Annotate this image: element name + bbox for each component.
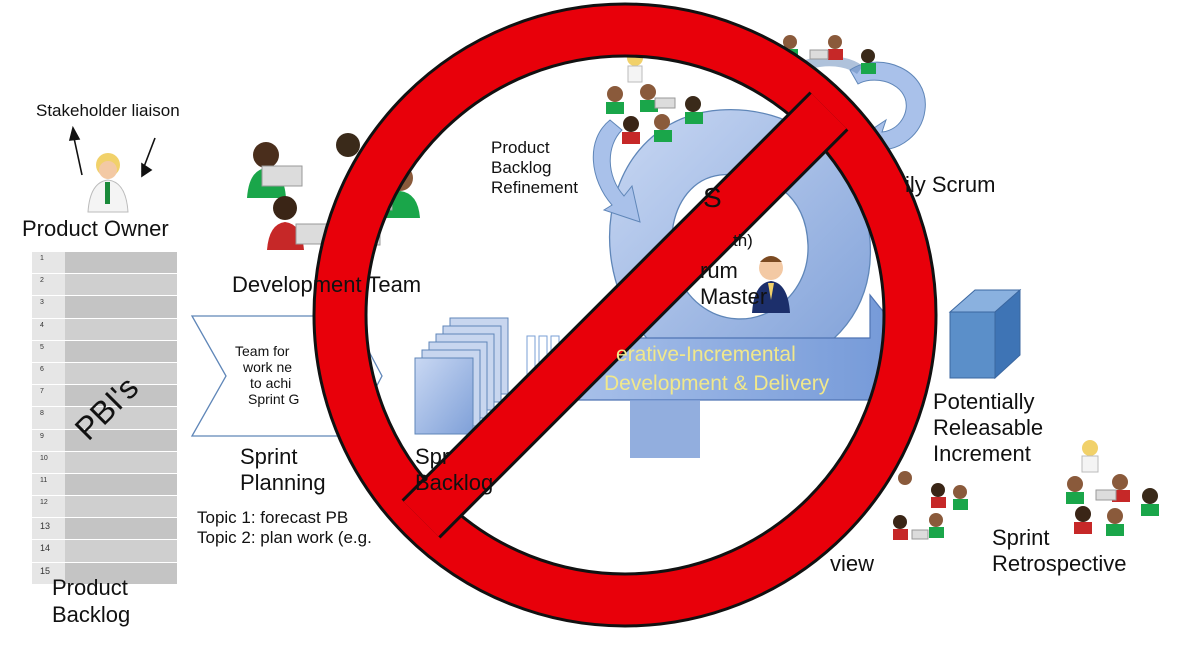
sprint-center-title: S <box>703 182 722 213</box>
sprint-review-label: view <box>830 551 875 576</box>
flow-label-1: erative-Incremental <box>616 343 796 366</box>
daily-scrum-label: ily Scrum <box>905 172 996 197</box>
backlog-row-number: 8 <box>32 407 65 429</box>
sprint-planning-label-1: Sprint <box>240 444 298 469</box>
backlog-row-number: 5 <box>32 340 65 362</box>
backlog-row-number: 7 <box>32 385 65 407</box>
development-team-label: Development Team <box>232 272 422 297</box>
planning-arrow-line4: Sprint G <box>248 391 300 407</box>
product-backlog-label-2: Backlog <box>52 602 131 627</box>
sprint-backlog-label-2: Backlog <box>415 470 494 495</box>
refinement-label-2: Backlog <box>491 158 552 177</box>
product-backlog-label-1: Product <box>52 575 128 600</box>
retrospective-label-1: Sprint <box>992 525 1050 550</box>
backlog-row-number: 1 <box>32 252 65 274</box>
scrum-master-label-1: rum <box>700 258 738 283</box>
product-backlog-table: 1 2 3 4 5 6 7 8 9 10 11 12 13 14 15 <box>32 252 177 585</box>
planning-arrow-line1: Team for <box>235 343 290 359</box>
backlog-row-number: 9 <box>32 429 65 451</box>
backlog-row-number: 14 <box>32 540 65 562</box>
stakeholder-liaison-label: Stakeholder liaison <box>36 101 180 120</box>
refinement-label-1: Product <box>491 138 550 157</box>
product-owner-avatar <box>87 153 129 213</box>
scrum-master-avatar <box>752 256 790 313</box>
backlog-row-number: 15 <box>32 562 65 584</box>
increment-label-1: Potentially <box>933 389 1035 414</box>
sprint-backlog-label-1: Spr <box>415 444 450 469</box>
increment-label-3: Increment <box>933 441 1031 466</box>
backlog-row-number: 4 <box>32 318 65 340</box>
sprint-planning-label-2: Planning <box>240 470 326 495</box>
retrospective-label-2: Retrospective <box>992 551 1127 576</box>
topic-2-text: Topic 2: plan work (e.g. <box>197 528 372 547</box>
prohibition-sign <box>312 2 938 628</box>
backlog-row-number: 13 <box>32 518 65 540</box>
sprint-review-people <box>893 471 968 540</box>
sprint-center-duration: th) <box>733 231 753 250</box>
backlog-row-number: 12 <box>32 496 65 518</box>
topic-1-text: Topic 1: forecast PB <box>197 508 349 527</box>
retrospective-people <box>1066 440 1159 536</box>
refinement-label-3: Refinement <box>491 178 578 197</box>
planning-arrow-line2: work ne <box>243 359 293 375</box>
increment-label-2: Releasable <box>933 415 1044 440</box>
backlog-row-number: 11 <box>32 473 65 496</box>
increment-cube <box>948 288 1022 380</box>
product-owner-label: Product Owner <box>22 216 169 241</box>
backlog-row-number: 6 <box>32 362 65 385</box>
flow-label-2: Development & Delivery <box>604 372 830 395</box>
scrum-master-label-2: Master <box>700 284 768 309</box>
stakeholder-arrows <box>68 125 156 178</box>
planning-arrow-line3: to achi <box>250 375 292 391</box>
backlog-row-number: 2 <box>32 274 65 296</box>
backlog-row-number: 10 <box>32 451 65 473</box>
backlog-row-number: 3 <box>32 296 65 318</box>
sprint-backlog-documents <box>414 317 509 435</box>
